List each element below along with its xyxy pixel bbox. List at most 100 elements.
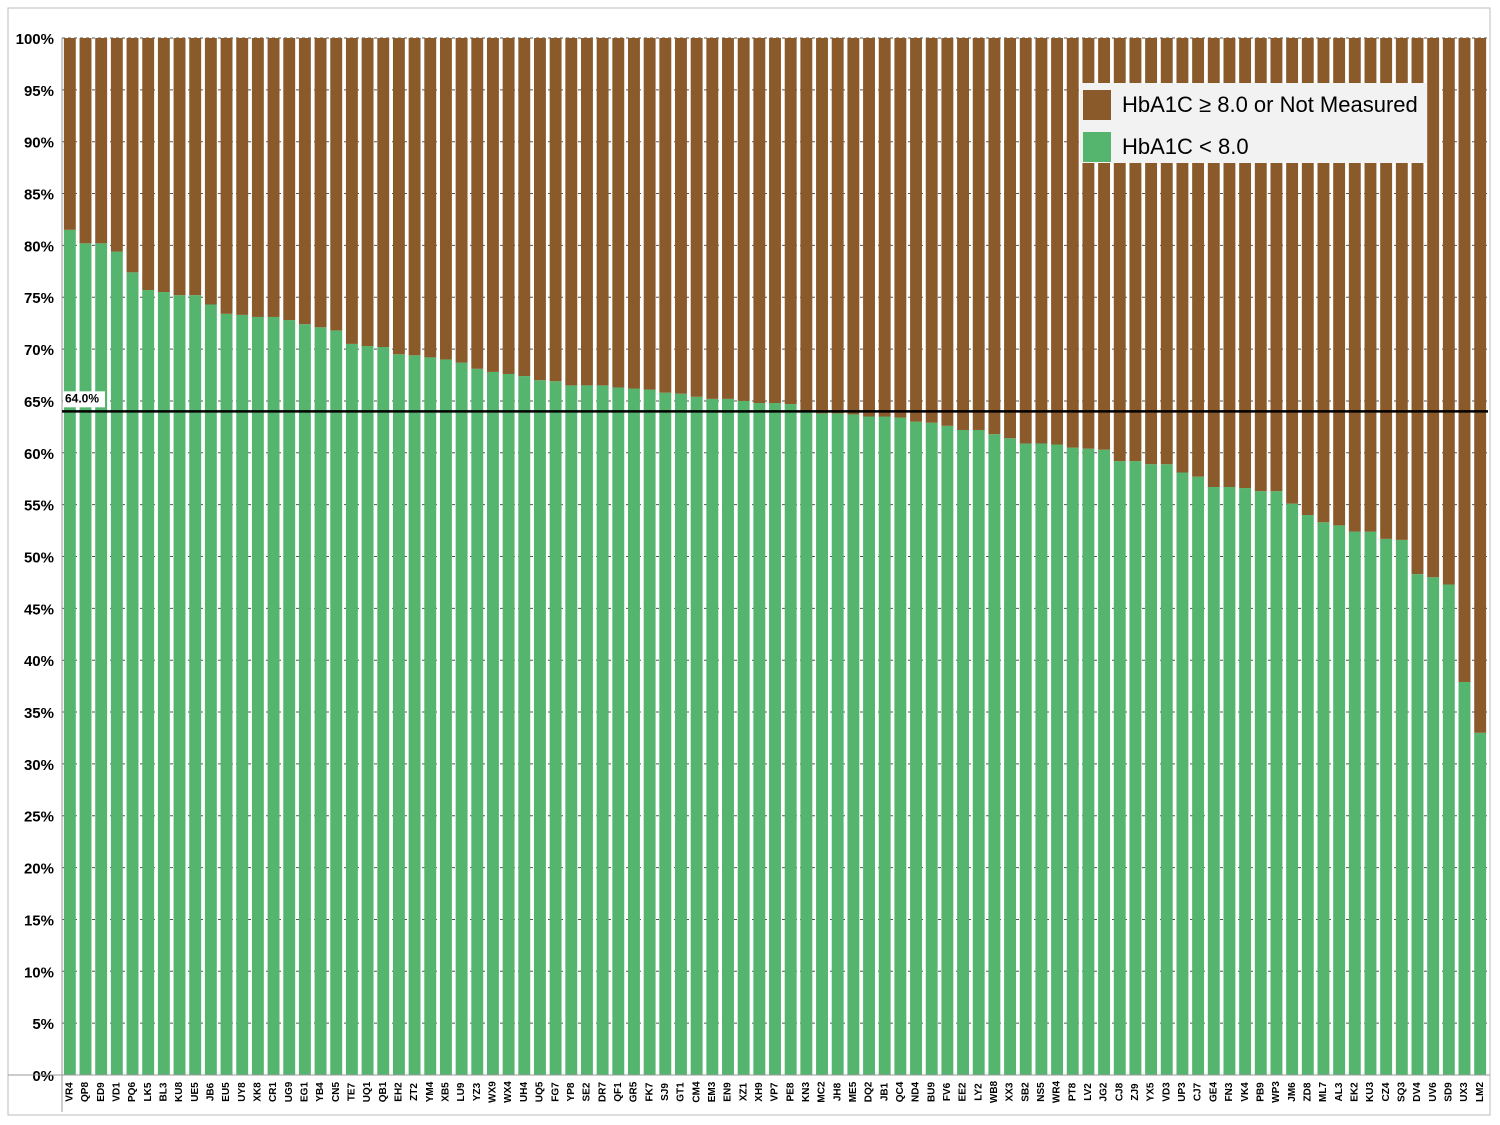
x-tick-label: WX9 [488, 1081, 499, 1103]
x-tick-label: LK5 [143, 1082, 154, 1101]
bar-segment [502, 373, 515, 1075]
bar-segment [455, 38, 468, 363]
bar-segment [549, 38, 562, 382]
x-tick-label: PE8 [785, 1082, 796, 1101]
x-tick-label: EN9 [723, 1082, 734, 1102]
x-tick-label: EM3 [707, 1081, 718, 1102]
legend-label: HbA1C < 8.0 [1122, 134, 1249, 159]
x-tick-label: MC2 [817, 1081, 828, 1103]
x-tick-label: WX4 [503, 1081, 514, 1103]
x-tick-label: CM4 [691, 1081, 702, 1103]
bar-segment [392, 354, 405, 1075]
bar-segment [1474, 732, 1487, 1075]
x-tick-label: JB1 [879, 1082, 890, 1101]
bar-segment [1223, 487, 1236, 1075]
bar-segment [1380, 538, 1393, 1075]
x-tick-label: EE2 [958, 1082, 969, 1101]
y-tick-label: 10% [24, 964, 54, 981]
reference-label: 64.0% [65, 391, 99, 405]
x-tick-label: ML7 [1318, 1082, 1329, 1102]
bar-segment [1207, 487, 1220, 1075]
bar-segment [1333, 38, 1346, 526]
y-tick-label: 25% [24, 809, 54, 826]
x-tick-label: LV2 [1083, 1083, 1094, 1101]
bar-segment [941, 425, 954, 1075]
x-tick-label: UE5 [190, 1082, 201, 1102]
bar-segment [455, 362, 468, 1075]
x-tick-label: QF1 [613, 1082, 624, 1102]
x-tick-label: UQ1 [362, 1081, 373, 1102]
y-tick-label: 15% [24, 912, 54, 929]
bar-segment [847, 38, 860, 415]
bar-segment [251, 316, 264, 1075]
bar-segment [878, 416, 891, 1075]
bar-segment [518, 38, 531, 377]
bar-segment [283, 38, 296, 321]
legend-box [1080, 83, 1427, 163]
x-tick-label: AL3 [1334, 1082, 1345, 1101]
bar-segment [612, 387, 625, 1075]
bar-segment [330, 38, 343, 331]
bar-segment [737, 38, 750, 401]
x-tick-label: TE7 [347, 1082, 358, 1101]
bar-segment [298, 324, 311, 1075]
bar-segment [439, 38, 452, 360]
bar-segment [157, 38, 170, 293]
bar-segment [1082, 38, 1095, 449]
bar-segment [1098, 38, 1111, 450]
bar-segment [298, 38, 311, 325]
y-tick-label: 20% [24, 861, 54, 878]
bar-segment [471, 38, 484, 369]
bar-segment [769, 403, 781, 1075]
bar-segment [518, 376, 531, 1075]
x-tick-label: ZT2 [409, 1083, 420, 1101]
bar-segment [643, 38, 656, 390]
x-tick-label: WR4 [1052, 1080, 1063, 1103]
bar-segment [236, 314, 249, 1075]
y-tick-label: 5% [32, 1016, 54, 1033]
x-tick-label: FV6 [942, 1082, 953, 1101]
bar-segment [1019, 443, 1032, 1075]
x-tick-label: EG1 [300, 1082, 311, 1102]
bar-segment [628, 388, 640, 1076]
bar-segment [549, 381, 562, 1075]
bar-segment [408, 355, 421, 1075]
bar-segment [1317, 38, 1330, 523]
x-tick-label: UH4 [519, 1082, 530, 1102]
bar-segment [1176, 472, 1189, 1075]
bar-segment [1333, 525, 1346, 1075]
y-tick-label: 55% [24, 498, 54, 515]
bar-segment [173, 295, 186, 1075]
bar-segment [706, 398, 719, 1076]
bar-segment [1474, 38, 1487, 733]
bar-segment [1286, 503, 1299, 1075]
bar-segment [1207, 38, 1220, 488]
bar-segment [345, 343, 358, 1075]
bar-segment [142, 38, 155, 290]
bar-segment [863, 38, 875, 417]
bar-segment [1160, 464, 1173, 1075]
x-tick-label: FN3 [1224, 1082, 1235, 1101]
bar-segment [957, 429, 969, 1076]
x-tick-label: QP8 [80, 1082, 91, 1102]
bar-segment [1301, 38, 1314, 516]
bar-segment [1239, 38, 1252, 489]
bar-segment [1145, 38, 1158, 465]
bar-segment [1458, 681, 1471, 1075]
x-tick-label: YP8 [566, 1082, 577, 1101]
x-tick-label: SB2 [1020, 1082, 1031, 1102]
bar-segment [1239, 488, 1252, 1076]
bar-segment [1348, 531, 1361, 1075]
bar-segment [612, 38, 625, 388]
reference-label-bg [63, 391, 105, 408]
bar-segment [157, 292, 170, 1075]
x-tick-label: YB4 [315, 1082, 326, 1102]
bar-segment [1458, 38, 1471, 682]
bar-segment [910, 421, 922, 1075]
bar-segment [1035, 443, 1048, 1075]
x-tick-label: DV4 [1412, 1082, 1423, 1102]
bar-segment [204, 38, 217, 305]
x-tick-label: GT1 [676, 1082, 687, 1102]
x-tick-label: EU5 [221, 1082, 232, 1102]
